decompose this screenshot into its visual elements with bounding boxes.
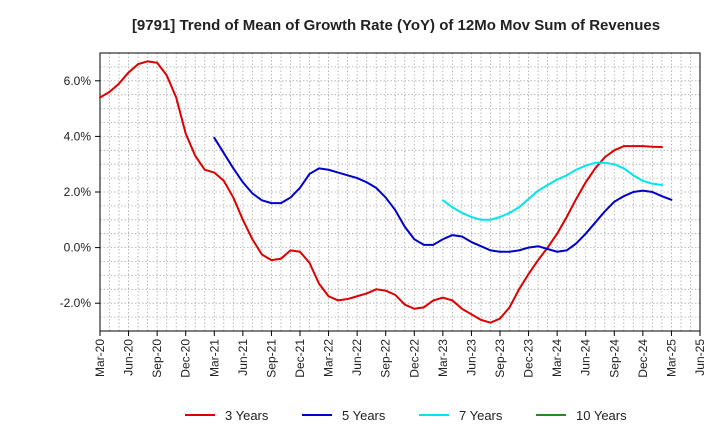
x-tick-label: Dec-23 <box>522 339 536 378</box>
series-line-5-years <box>213 136 673 253</box>
y-tick-label: 0.0% <box>64 241 92 255</box>
legend-label-5-years: 5 Years <box>342 408 386 423</box>
x-tick-label: Sep-24 <box>607 339 621 378</box>
x-tick-label: Jun-23 <box>464 339 478 376</box>
x-tick-label: Dec-24 <box>636 339 650 378</box>
legend-label-10-years: 10 Years <box>576 408 627 423</box>
x-tick-label: Dec-21 <box>293 339 307 378</box>
legend-label-7-years: 7 Years <box>459 408 503 423</box>
x-tick-label: Dec-20 <box>179 339 193 378</box>
x-tick-label: Dec-22 <box>407 339 421 378</box>
y-tick-label: 4.0% <box>64 129 92 143</box>
x-tick-label: Sep-23 <box>493 339 507 378</box>
x-tick-label: Sep-21 <box>264 339 278 378</box>
x-tick-label: Sep-20 <box>150 339 164 378</box>
x-tick-label: Mar-21 <box>207 339 221 377</box>
x-tick-label: Jun-20 <box>122 339 136 376</box>
x-tick-label: Sep-22 <box>379 339 393 378</box>
x-tick-label: Jun-21 <box>236 339 250 376</box>
y-tick-label: 6.0% <box>64 74 92 88</box>
series-line-7-years <box>441 161 663 221</box>
legend: 3 Years 5 Years 7 Years 10 Years <box>185 408 627 423</box>
x-tick-label: Jun-25 <box>693 339 707 376</box>
chart-title: [9791] Trend of Mean of Growth Rate (YoY… <box>132 17 660 34</box>
x-tick-label: Jun-22 <box>350 339 364 376</box>
y-tick-label: -2.0% <box>60 296 92 310</box>
x-tick-label: Mar-23 <box>436 339 450 377</box>
x-tick-label: Jun-24 <box>579 339 593 376</box>
x-tick-label: Mar-20 <box>93 339 107 377</box>
series-line-3-years <box>99 60 663 324</box>
x-tick-label: Mar-24 <box>550 339 564 377</box>
x-tick-label: Mar-25 <box>664 339 678 377</box>
y-tick-label: 2.0% <box>64 185 92 199</box>
legend-label-3-years: 3 Years <box>225 408 269 423</box>
plot-area: -2.0% 0.0% 2.0% 4.0% 6.0% Mar-20 Jun-20 Sep-20 D… <box>60 52 707 378</box>
x-tick-label: Mar-22 <box>322 339 336 377</box>
